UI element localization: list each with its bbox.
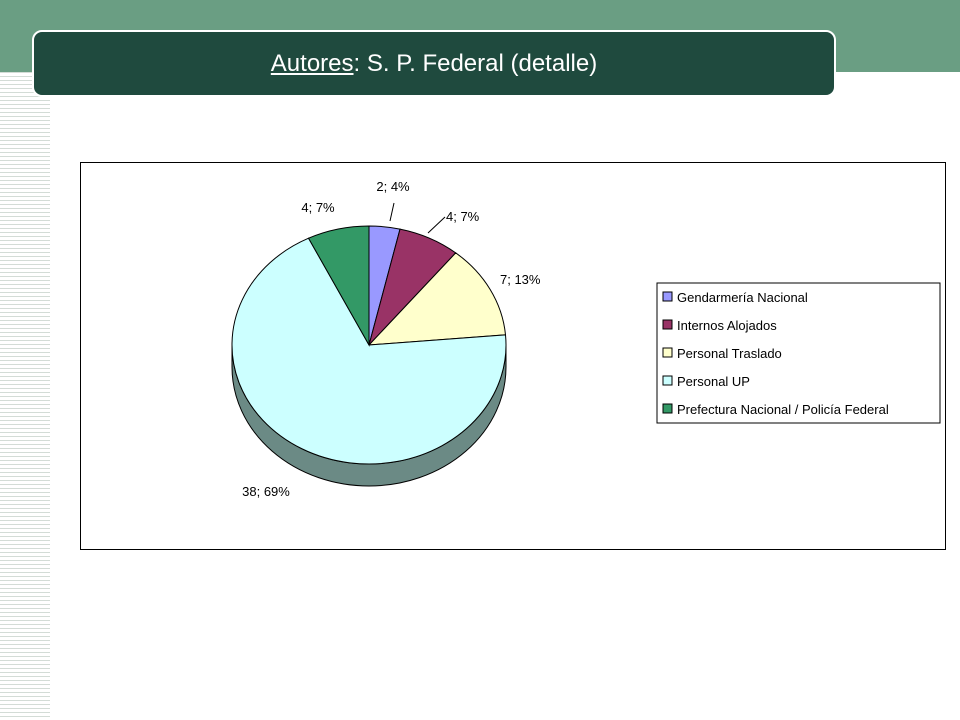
slide-title-rest: : S. P. Federal (detalle) [353,49,598,77]
pie-leader-line-2 [427,216,446,234]
legend-entry-5: Prefectura Nacional / Policía Federal [677,402,889,417]
pie-data-label-3: 7; 13% [500,272,541,287]
legend-entry-3: Personal Traslado [677,346,782,361]
legend-swatch-1 [662,291,673,302]
chart-frame: 2; 4% 4; 7% 7; 13% 38; 69% 4; 7% Gendarmería… [80,162,946,550]
legend-swatch-3 [662,347,673,358]
legend-box [656,282,941,424]
pie-leader-line-1 [389,202,395,222]
legend-swatch-4 [662,375,673,386]
pie-chart: 2; 4% 4; 7% 7; 13% 38; 69% 4; 7% Gendarmería… [231,179,941,499]
pie-slice-4 [231,237,507,465]
pie-data-label-1: 2; 4% [376,179,410,194]
slide-title: Autores: S. P. Federal (detalle) [271,50,597,78]
slide-title-underlined: Autores [270,49,354,77]
legend-swatch-5 [662,403,673,414]
pie-data-label-5: 4; 7% [301,200,335,215]
slide-title-bar: Autores: S. P. Federal (detalle) [32,30,836,97]
pie-slice-5 [307,225,370,347]
legend-entry-2: Internos Alojados [677,318,777,333]
left-stripes-decoration [0,72,50,720]
pie-data-label-2: 4; 7% [446,209,480,224]
legend-entry-4: Personal UP [677,374,750,389]
pie-slice-3 [367,252,507,346]
legend-entry-1: Gendarmería Nacional [677,290,808,305]
legend-swatch-2 [662,319,673,330]
pie-data-label-4: 38; 69% [242,484,290,499]
